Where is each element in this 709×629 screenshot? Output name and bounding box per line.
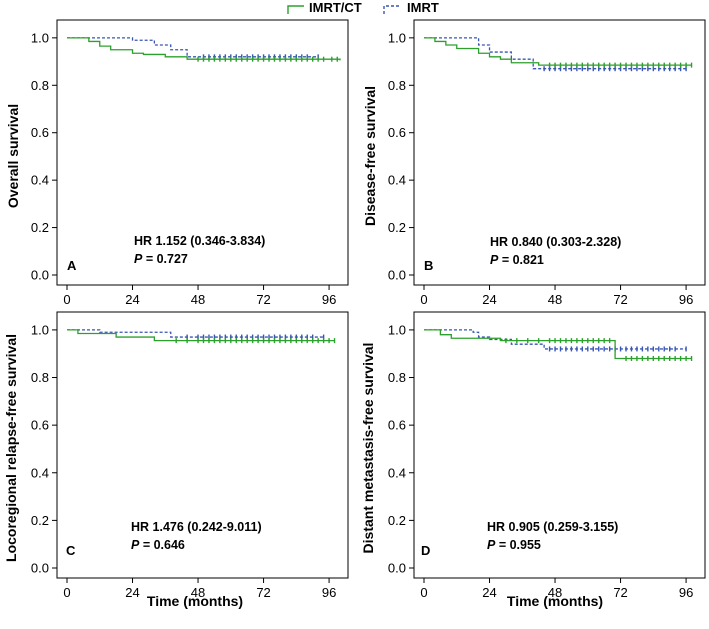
panel-d-pvalue: P = 0.955 bbox=[487, 538, 541, 552]
panel-b: 0.0 0.2 0.4 0.6 0.8 1.0 0 24 48 72 96 Disease-free… bbox=[362, 19, 706, 307]
panel-d-ytick-label: 0.0 bbox=[388, 561, 406, 576]
panel-b-xtick-label: 72 bbox=[613, 292, 627, 307]
panel-d-xtick-label: 48 bbox=[548, 585, 562, 600]
panel-a-hr: HR 1.152 (0.346-3.834) bbox=[134, 234, 265, 248]
panel-a-xtick-label: 0 bbox=[63, 292, 70, 307]
legend-label-imrt-ct: IMRT/CT bbox=[309, 0, 362, 15]
legend-swatch-imrt bbox=[383, 5, 400, 14]
panel-b-ytick-label: 1.0 bbox=[388, 30, 406, 45]
panel-a-xtick-label: 72 bbox=[256, 292, 270, 307]
legend: IMRT/CT IMRT bbox=[287, 0, 439, 15]
panel-d-ytick-label: 0.8 bbox=[388, 370, 406, 385]
panel-d-letter: D bbox=[421, 543, 430, 558]
panel-d-curve-imrt-ct bbox=[424, 329, 692, 360]
panel-a-ytick-label: 0.2 bbox=[31, 220, 49, 235]
panel-d-xtick-label: 24 bbox=[482, 585, 496, 600]
panel-a-curve-imrt-ct bbox=[67, 37, 341, 61]
panel-b-ytick-label: 0.0 bbox=[388, 268, 406, 283]
panel-a-frame bbox=[56, 19, 349, 286]
panel-d-xtick-label: 96 bbox=[679, 585, 693, 600]
x-axis-title-right: Time (months) bbox=[507, 593, 603, 609]
panel-c-xtick-label: 96 bbox=[322, 585, 336, 600]
panel-d-p-label: P bbox=[487, 538, 496, 552]
panel-c-frame bbox=[56, 311, 349, 579]
panel-b-ytick-label: 0.2 bbox=[388, 220, 406, 235]
panel-c-ytick-label: 1.0 bbox=[31, 322, 49, 337]
panel-b-curve-imrt-ct bbox=[424, 37, 692, 66]
panel-a-ytick-label: 0.0 bbox=[31, 268, 49, 283]
panel-a-p-value: = 0.727 bbox=[142, 252, 188, 266]
panel-b-p-value: = 0.821 bbox=[498, 253, 544, 267]
panel-a-pvalue: P = 0.727 bbox=[134, 252, 188, 266]
panel-a-p-label: P bbox=[134, 252, 143, 266]
panel-c-xtick-label: 24 bbox=[125, 585, 139, 600]
panel-d-plot: 0.0 0.2 0.4 0.6 0.8 1.0 0 24 48 72 96 bbox=[388, 311, 706, 600]
panel-a-xtick-label: 48 bbox=[191, 292, 205, 307]
panel-a-xtick-label: 24 bbox=[125, 292, 139, 307]
panel-b-curve-imrt bbox=[424, 37, 687, 70]
panel-a: 0.0 0.2 0.4 0.6 0.8 1.0 0 24 48 72 96 Overall surv… bbox=[5, 19, 349, 307]
panel-d-ytick-label: 0.2 bbox=[388, 513, 406, 528]
panel-b-p-label: P bbox=[490, 253, 499, 267]
panel-b-pvalue: P = 0.821 bbox=[490, 253, 544, 267]
panel-d-ytick-label: 0.4 bbox=[388, 465, 406, 480]
panel-c-p-label: P bbox=[131, 538, 140, 552]
panel-c-ylabel: Locoregional relapse-free survival bbox=[3, 334, 19, 562]
panel-a-ytick-label: 0.8 bbox=[31, 78, 49, 93]
panel-a-xtick-label: 96 bbox=[322, 292, 336, 307]
panel-c-pvalue: P = 0.646 bbox=[131, 538, 185, 552]
panel-b-ylabel: Disease-free survival bbox=[362, 86, 378, 226]
panel-d-p-value: = 0.955 bbox=[495, 538, 541, 552]
panel-b-xtick-label: 96 bbox=[679, 292, 693, 307]
panel-d-ytick-label: 0.6 bbox=[388, 418, 406, 433]
panel-c-xtick-label: 72 bbox=[256, 585, 270, 600]
panel-d-xtick-label: 72 bbox=[613, 585, 627, 600]
panel-c-letter: C bbox=[66, 543, 76, 558]
panel-b-plot: 0.0 0.2 0.4 0.6 0.8 1.0 0 24 48 72 96 bbox=[388, 19, 706, 307]
panel-c: 0.0 0.2 0.4 0.6 0.8 1.0 0 24 48 72 96 Locoregional… bbox=[3, 311, 349, 600]
panel-b-letter: B bbox=[424, 258, 433, 273]
panel-c-ytick-label: 0.0 bbox=[31, 561, 49, 576]
panel-b-hr: HR 0.840 (0.303-2.328) bbox=[490, 235, 621, 249]
x-axis-title-left: Time (months) bbox=[147, 593, 243, 609]
legend-label-imrt: IMRT bbox=[407, 0, 439, 15]
panel-b-ytick-label: 0.6 bbox=[388, 125, 406, 140]
panel-d: 0.0 0.2 0.4 0.6 0.8 1.0 0 24 48 72 96 Distant meta… bbox=[360, 311, 706, 600]
panel-d-xtick-label: 0 bbox=[420, 585, 427, 600]
panel-c-ytick-label: 0.2 bbox=[31, 513, 49, 528]
legend-swatch-imrt-ct bbox=[287, 5, 304, 14]
panel-a-curve-imrt bbox=[67, 37, 319, 58]
panel-a-ytick-label: 0.6 bbox=[31, 125, 49, 140]
panel-c-curve-imrt bbox=[67, 329, 324, 338]
panel-a-ylabel: Overall survival bbox=[5, 104, 21, 208]
panel-d-hr: HR 0.905 (0.259-3.155) bbox=[487, 520, 618, 534]
panel-c-ytick-label: 0.6 bbox=[31, 418, 49, 433]
panel-c-xtick-label: 48 bbox=[191, 585, 205, 600]
panel-b-ytick-label: 0.8 bbox=[388, 78, 406, 93]
panel-d-curve-imrt bbox=[424, 329, 687, 350]
panel-b-xtick-label: 48 bbox=[548, 292, 562, 307]
panel-b-frame bbox=[413, 19, 706, 286]
panel-a-ytick-label: 0.4 bbox=[31, 173, 49, 188]
panel-b-xtick-label: 0 bbox=[420, 292, 427, 307]
panel-a-letter: A bbox=[67, 258, 77, 273]
panel-a-ytick-label: 1.0 bbox=[31, 30, 49, 45]
panel-b-xtick-label: 24 bbox=[482, 292, 496, 307]
panel-c-hr: HR 1.476 (0.242-9.011) bbox=[131, 520, 262, 534]
panel-b-ytick-label: 0.4 bbox=[388, 173, 406, 188]
panel-d-frame bbox=[413, 311, 706, 579]
panel-c-ytick-label: 0.4 bbox=[31, 465, 49, 480]
panel-c-xtick-label: 0 bbox=[63, 585, 70, 600]
panel-c-p-value: = 0.646 bbox=[139, 538, 185, 552]
panel-c-curve-imrt-ct bbox=[67, 329, 335, 342]
panel-a-plot: 0.0 0.2 0.4 0.6 0.8 1.0 0 24 48 72 96 bbox=[31, 19, 349, 307]
panel-c-plot: 0.0 0.2 0.4 0.6 0.8 1.0 0 24 48 72 96 bbox=[31, 311, 349, 600]
panel-c-ytick-label: 0.8 bbox=[31, 370, 49, 385]
panel-d-ylabel: Distant metastasis-free survival bbox=[360, 343, 376, 554]
panel-d-ytick-label: 1.0 bbox=[388, 322, 406, 337]
